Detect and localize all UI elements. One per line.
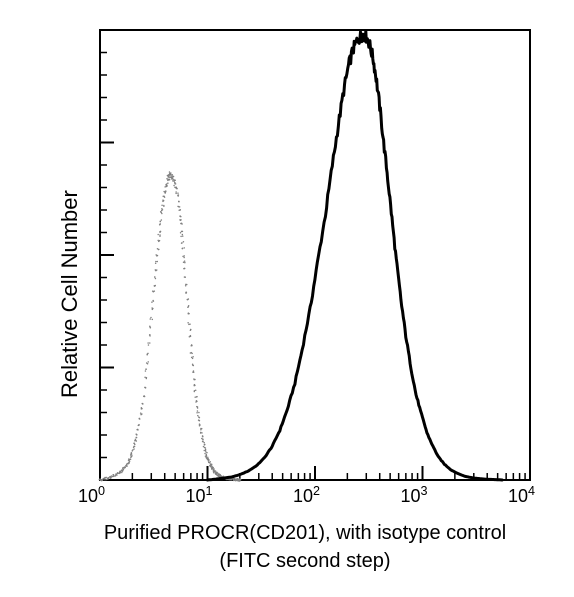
x-tick-label: 102 [293,486,320,507]
y-axis-label: Relative Cell Number [57,118,83,398]
x-tick-label: 104 [508,486,535,507]
chart-svg [0,0,574,597]
x-axis-label-line1: Purified PROCR(CD201), with isotype cont… [60,522,550,545]
flow-cytometry-histogram: Relative Cell Number 100 101 102 103 104 Pur… [0,0,574,597]
x-tick-label: 103 [401,486,428,507]
x-tick-label: 101 [186,486,213,507]
x-axis-label-line2: (FITC second step) [60,550,550,573]
x-tick-label: 100 [78,486,105,507]
